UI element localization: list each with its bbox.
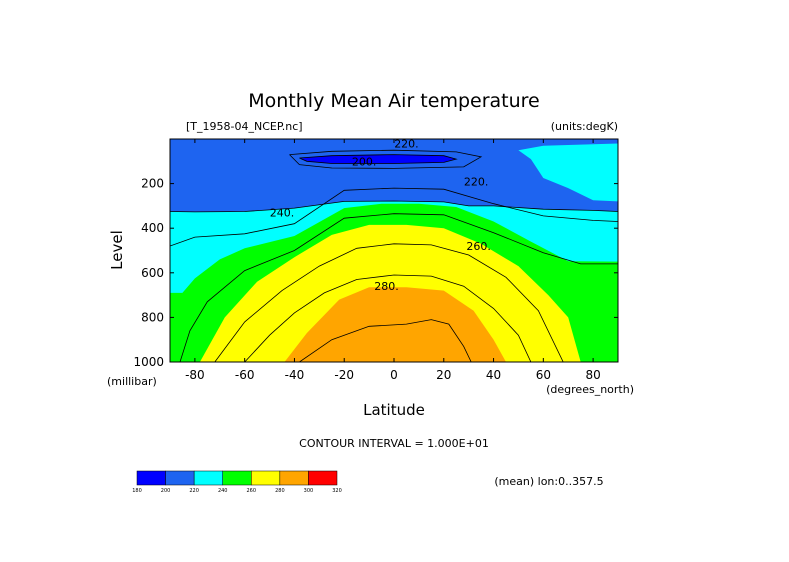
x-tick-label: 20 [436, 368, 451, 382]
colorbar-tick-label: 220 [189, 488, 199, 494]
contour-label: 280. [374, 280, 399, 293]
contour-line [170, 200, 618, 213]
y-unit-label: (millibar) [107, 375, 157, 388]
contour-interval-label: CONTOUR INTERVAL = 1.000E+01 [299, 437, 489, 450]
x-tick-label: -40 [285, 368, 305, 382]
x-tick-label: 40 [486, 368, 501, 382]
x-tick-label: 80 [585, 368, 600, 382]
chart-title: Monthly Mean Air temperature [248, 90, 539, 112]
contour-line [299, 154, 458, 164]
y-tick-label: 800 [141, 310, 164, 324]
colorbar-swatch [251, 470, 281, 486]
colorbar-tick-label: 180 [132, 488, 142, 494]
colorbar-swatch [193, 470, 223, 486]
y-tick-label: 400 [141, 221, 164, 235]
x-tick-label: -80 [185, 368, 205, 382]
colorbar-swatch [308, 470, 338, 486]
y-tick-label: 200 [141, 177, 164, 191]
y-axis-label: Level [108, 230, 126, 270]
colorbar-tick-label: 200 [161, 488, 171, 494]
contour-line [299, 319, 472, 362]
contour-line [179, 213, 618, 362]
contour-line [214, 243, 564, 362]
colorbar-swatch [136, 470, 166, 486]
contour-fill-200-220 [170, 139, 618, 212]
contour-line [170, 187, 618, 247]
contour-label: 240. [270, 207, 295, 220]
x-tick-label: -20 [334, 368, 354, 382]
colorbar: 180 200 220 240 260 280 300 320 [132, 470, 342, 494]
colorbar-tick-label: 300 [304, 488, 314, 494]
x-tick-label: -60 [235, 368, 255, 382]
x-axis-label: Latitude [363, 401, 425, 419]
units-label: (units:degK) [551, 120, 618, 133]
y-tick-label: 600 [141, 266, 164, 280]
colorbar-tick-label: 260 [247, 488, 257, 494]
plot-area: 220. 200. 220. 240. 260. 280. -80 -60 -40 -20 0 20 4… [133, 137, 619, 382]
x-tick-label: 60 [536, 368, 551, 382]
contour-label: 220. [464, 175, 489, 188]
contour-label: 200. [352, 155, 377, 168]
contour-fill-180-200 [299, 154, 457, 164]
x-tick-label: 0 [390, 368, 398, 382]
contour-line [244, 274, 532, 362]
colorbar-tick-label: 240 [218, 488, 228, 494]
colorbar-swatch [279, 470, 309, 486]
colorbar-swatch [165, 470, 195, 486]
colorbar-tick-label: 280 [275, 488, 285, 494]
colorbar-swatch [222, 470, 252, 486]
y-tick-label: 1000 [133, 355, 164, 369]
file-label: [T_1958-04_NCEP.nc] [186, 120, 303, 133]
colorbar-tick-label: 320 [332, 488, 342, 494]
x-unit-label: (degrees_north) [546, 383, 634, 396]
contour-label: 220. [394, 137, 419, 150]
contour-label: 260. [466, 240, 491, 253]
mean-annotation: (mean) lon:0..357.5 [494, 475, 603, 488]
contour-line [289, 149, 483, 169]
